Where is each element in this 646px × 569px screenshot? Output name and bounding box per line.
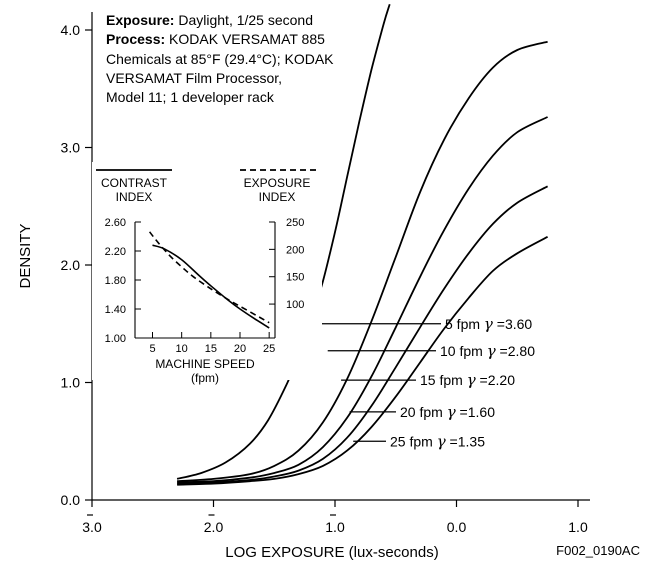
y-tick-label: 4.0 — [61, 22, 81, 38]
gamma-symbol: γ — [487, 342, 496, 360]
series-label: 5 fpm γ =3.60 — [445, 315, 532, 333]
inset-x-tick-label: 5 — [149, 343, 155, 355]
series-leader-lines — [314, 323, 441, 442]
y-tick-label: 3.0 — [61, 140, 81, 156]
gamma-symbol: γ — [484, 315, 493, 333]
y-tick-label: 2.0 — [61, 257, 81, 273]
inset-right-tick-label: 200 — [286, 244, 304, 256]
inset-left-tick-label: 1.00 — [105, 333, 126, 345]
exposure-index-curve — [148, 231, 270, 324]
inset-left-tick-label: 1.40 — [105, 304, 126, 316]
inset-chart: CONTRAST INDEX EXPOSURE INDEX 5 10 15 20 25 1… — [92, 162, 322, 385]
inset-left-tick-label: 1.80 — [105, 275, 126, 287]
contrast-index-curve — [152, 244, 270, 329]
gamma-value: =1.60 — [456, 404, 496, 420]
contrast-legend-line2: INDEX — [116, 190, 153, 204]
series-name: 5 fpm — [445, 316, 484, 332]
gamma-value: =2.80 — [496, 343, 536, 359]
inset-background — [92, 162, 322, 380]
x-tick-label: 1.0 — [325, 519, 345, 535]
main-axes: 3.0 2.0 1.0 0.0 1.0 0.0 1.0 2.0 3.0 4.0 — [61, 12, 590, 535]
gamma-value: =1.35 — [446, 433, 486, 449]
inset-left-tick-label: 2.20 — [105, 246, 126, 258]
annotation-line-5: Model 11; 1 developer rack — [106, 89, 275, 105]
annotation-exposure-heading: Exposure: — [106, 12, 174, 28]
inset-x-tick-label: 20 — [234, 343, 246, 355]
annotation-process-heading: Process: — [106, 31, 165, 47]
svg-text:Exposure: Daylight, 1/25 secon: Exposure: Daylight, 1/25 second — [106, 12, 313, 28]
x-tick-label: 0.0 — [447, 519, 467, 535]
series-label: 10 fpm γ =2.80 — [440, 342, 535, 360]
gamma-value: =3.60 — [493, 316, 533, 332]
annotation-line-4: VERSAMAT Film Processor, — [106, 70, 282, 86]
inset-x-axis-subtitle: (fpm) — [191, 371, 219, 385]
inset-x-tick-label: 10 — [176, 343, 188, 355]
x-ticks: 3.0 2.0 1.0 0.0 1.0 — [82, 500, 588, 535]
series-name: 25 fpm — [390, 433, 437, 449]
annotation-exposure-value: Daylight, 1/25 second — [174, 12, 313, 28]
svg-text:Process: KODAK VERSAMAT 885: Process: KODAK VERSAMAT 885 — [106, 31, 325, 47]
gamma-symbol: γ — [437, 432, 446, 450]
series-labels: 5 fpm γ =3.60 10 fpm γ =2.80 15 fpm γ =2.2… — [390, 315, 535, 451]
exposure-annotation: Exposure: Daylight, 1/25 second Process:… — [106, 12, 334, 105]
gamma-symbol: γ — [447, 403, 456, 421]
inset-x-tick-label: 25 — [263, 343, 275, 355]
series-label: 20 fpm γ =1.60 — [400, 403, 495, 421]
x-tick-label: 3.0 — [82, 519, 102, 535]
annotation-process-value: KODAK VERSAMAT 885 — [165, 31, 325, 47]
inset-right-tick-label: 150 — [286, 272, 304, 284]
x-tick-label: 2.0 — [204, 519, 224, 535]
series-label: 25 fpm γ =1.35 — [390, 432, 485, 450]
y-tick-label: 1.0 — [61, 375, 81, 391]
inset-ticks: 5 10 15 20 25 1.00 1.40 1.80 2.20 2.60 100 150 200 25… — [105, 217, 305, 355]
x-axis-title: LOG EXPOSURE (lux-seconds) — [225, 544, 438, 561]
density-curve-4 — [177, 185, 549, 485]
exposure-legend-line1: EXPOSURE — [244, 176, 311, 190]
density-curve-2 — [177, 40, 548, 483]
series-name: 20 fpm — [400, 404, 447, 420]
inset-series — [148, 231, 270, 329]
gamma-symbol: γ — [467, 371, 476, 389]
density-curve-5 — [177, 236, 549, 486]
inset-right-tick-label: 250 — [286, 217, 304, 229]
inset-x-tick-label: 15 — [205, 343, 217, 355]
gamma-value: =2.20 — [476, 372, 516, 388]
inset-left-tick-label: 2.60 — [105, 217, 126, 229]
exposure-legend-line2: INDEX — [259, 190, 296, 204]
annotation-line-3: Chemicals at 85°F (29.4°C); KODAK — [106, 51, 334, 67]
y-axis-title: DENSITY — [17, 223, 34, 288]
x-tick-label: 1.0 — [568, 519, 588, 535]
inset-x-axis-title: MACHINE SPEED — [155, 357, 255, 371]
y-ticks: 0.0 1.0 2.0 3.0 4.0 — [61, 22, 92, 508]
series-name: 15 fpm — [420, 372, 467, 388]
contrast-legend-line1: CONTRAST — [101, 176, 168, 190]
density-curve-3 — [177, 116, 549, 484]
series-name: 10 fpm — [440, 343, 487, 359]
y-tick-label: 0.0 — [61, 492, 81, 508]
inset-right-tick-label: 100 — [286, 299, 304, 311]
figure-id: F002_0190AC — [556, 543, 640, 558]
series-label: 15 fpm γ =2.20 — [420, 371, 515, 389]
